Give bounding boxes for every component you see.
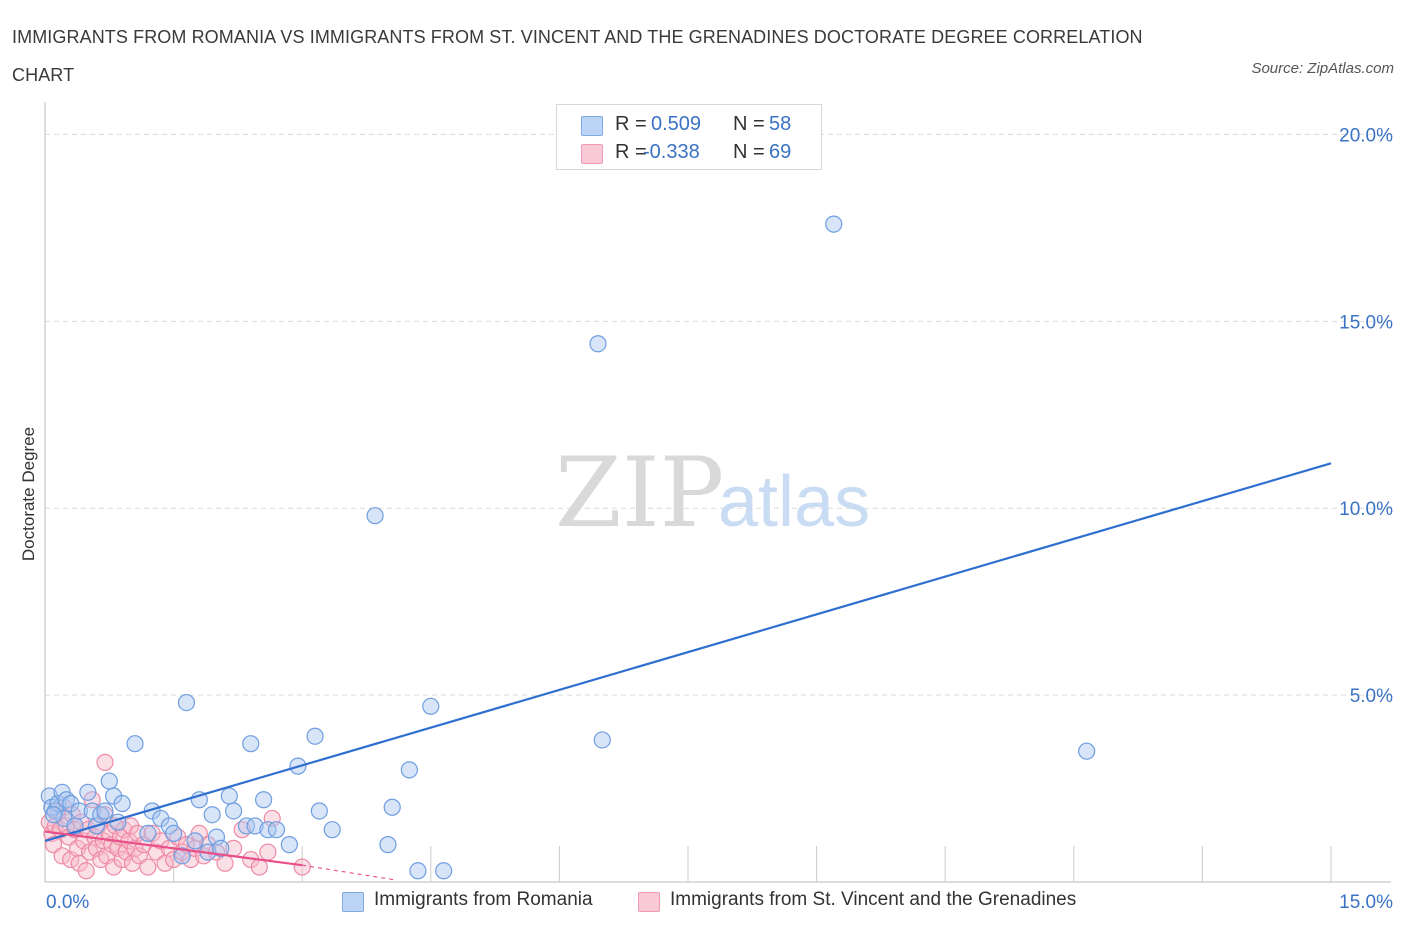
data-point-romania: [267, 821, 286, 839]
legend-swatch-blue: [342, 892, 364, 912]
data-point-romania: [1078, 742, 1096, 760]
source-label: Source: ZipAtlas.com: [1251, 60, 1394, 77]
data-point-romania: [173, 847, 191, 865]
data-point-st-vincent: [139, 858, 157, 876]
data-point-romania: [44, 806, 63, 824]
data-point-st-vincent: [259, 843, 277, 861]
data-point-romania: [242, 735, 260, 753]
r-value-pink: -0.338: [643, 141, 700, 163]
trend-line-st-vincent-extension: [302, 864, 397, 881]
data-point-romania: [100, 772, 118, 790]
data-point-romania: [203, 806, 221, 824]
x-tick-label: 15.0%: [1339, 892, 1393, 913]
data-point-romania: [593, 731, 611, 749]
data-point-romania: [177, 693, 196, 712]
data-point-romania: [366, 507, 384, 525]
data-point-romania: [126, 735, 144, 753]
stats-legend: R = 0.509 N = 58 R = -0.338 N = 69: [556, 104, 822, 170]
data-point-romania: [280, 836, 298, 854]
trend-line-st-vincent: [44, 830, 303, 867]
data-point-romania: [220, 787, 238, 805]
data-point-st-vincent: [77, 862, 95, 880]
trend-lines: [44, 462, 1332, 881]
y-tick-label: 20.0%: [1339, 125, 1393, 146]
data-point-romania: [825, 215, 843, 233]
data-point-romania: [79, 783, 97, 801]
grid-lines: [45, 133, 1391, 696]
data-point-romania: [255, 791, 273, 809]
data-point-romania: [139, 824, 157, 843]
legend-swatch-pink: [581, 144, 603, 164]
data-point-st-vincent: [96, 753, 114, 771]
tick-labels: 5.0% 10.0% 15.0% 20.0% 0.0% 15.0%: [46, 125, 1393, 913]
data-point-romania: [113, 794, 131, 813]
watermark-atlas: atlas: [718, 462, 870, 542]
y-tick-label: 15.0%: [1339, 312, 1393, 333]
legend-label-st-vincent: Immigrants from St. Vincent and the Gren…: [670, 889, 1077, 910]
data-point-st-vincent: [53, 847, 71, 865]
watermark: ZIP atlas: [555, 437, 870, 549]
y-tick-label: 10.0%: [1339, 499, 1393, 520]
data-point-st-vincent: [216, 854, 234, 872]
y-tick-label: 5.0%: [1350, 686, 1393, 707]
y-axis-label: Doctorate Degree: [19, 427, 38, 561]
x-tick-label: 0.0%: [46, 892, 89, 913]
data-point-st-vincent: [263, 809, 281, 828]
data-point-romania: [323, 821, 341, 839]
data-point-romania: [310, 802, 328, 820]
r-label: R =: [615, 113, 647, 135]
series-blue-points: [40, 215, 1096, 880]
r-label: R =: [615, 141, 647, 163]
legend-swatch-pink: [638, 892, 660, 912]
data-point-romania: [70, 802, 88, 820]
data-point-romania: [379, 836, 397, 854]
chart-title: IMMIGRANTS FROM ROMANIA VS IMMIGRANTS FR…: [12, 27, 1143, 85]
data-point-romania: [409, 862, 427, 880]
data-point-romania: [383, 798, 401, 816]
data-point-romania: [207, 828, 226, 846]
data-point-romania: [422, 697, 440, 715]
axes: [44, 102, 1391, 883]
data-point-romania: [165, 824, 183, 843]
data-point-st-vincent: [293, 858, 311, 876]
data-point-romania: [435, 862, 453, 880]
n-value-pink: 69: [769, 141, 792, 163]
data-point-romania: [186, 832, 204, 850]
n-label: N =: [733, 113, 765, 135]
watermark-zip: ZIP: [555, 437, 724, 549]
legend-swatch-blue: [581, 116, 603, 136]
data-point-romania: [49, 794, 67, 813]
trend-line-romania: [44, 462, 1332, 842]
data-point-romania: [589, 335, 607, 353]
n-label: N =: [733, 141, 765, 163]
n-value-blue: 58: [769, 113, 792, 135]
data-point-romania: [96, 802, 114, 820]
legend-label-romania: Immigrants from Romania: [374, 889, 593, 910]
r-value-blue: 0.509: [651, 113, 702, 135]
data-point-st-vincent: [250, 858, 268, 876]
data-point-romania: [212, 839, 230, 857]
data-point-romania: [225, 802, 243, 820]
data-point-romania: [306, 727, 324, 745]
data-point-romania: [246, 817, 264, 835]
data-point-romania: [400, 761, 418, 779]
